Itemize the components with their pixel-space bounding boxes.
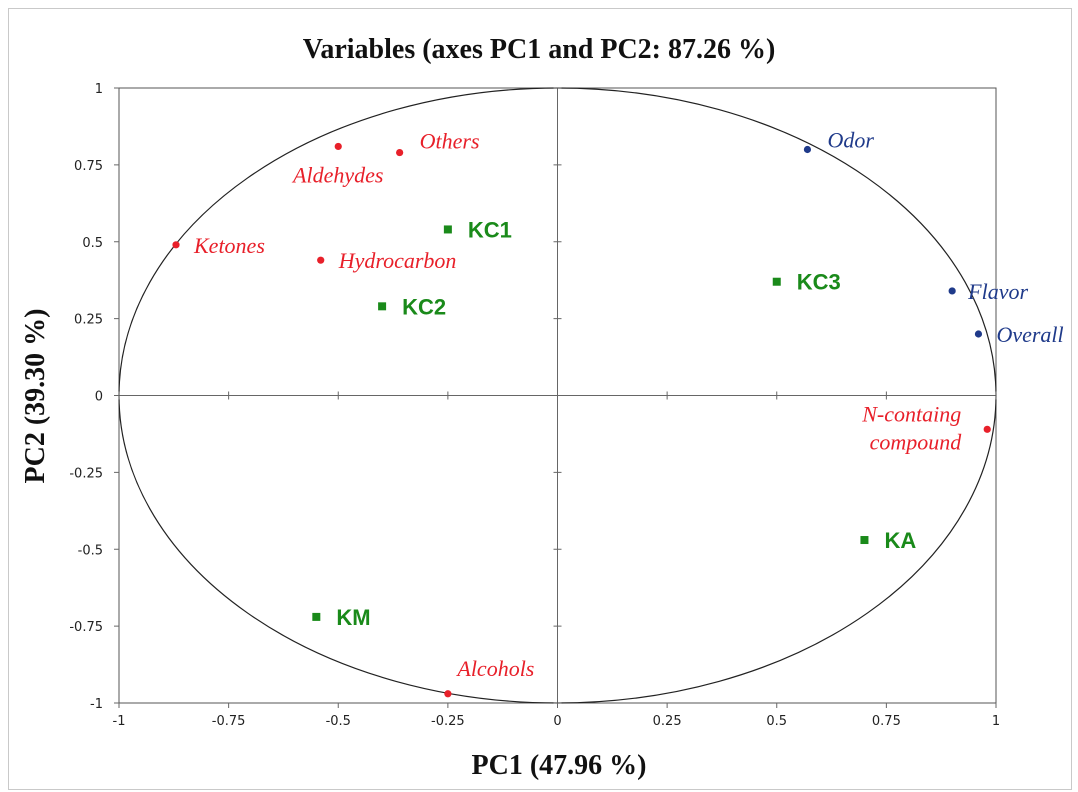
label-kc3: KC3	[797, 270, 841, 295]
label-aldehydes: Aldehydes	[291, 162, 383, 187]
point-overall	[974, 330, 983, 338]
label-ka: KA	[884, 528, 916, 553]
point-hydrocarbon	[317, 256, 325, 264]
y-tick-label: 0	[95, 390, 103, 405]
x-tick-label: 0.75	[872, 714, 901, 729]
point-n-containg-compound	[983, 425, 991, 433]
marks-group: Others Aldehydes Ketones Hydrocarbon N-conta…	[172, 128, 1064, 698]
point-kc2	[378, 302, 387, 311]
point-odor	[803, 145, 812, 154]
point-km	[312, 612, 321, 621]
point-aldehydes	[334, 142, 342, 151]
point-flavor	[948, 287, 956, 295]
x-tick-label: -1	[113, 714, 126, 729]
label-n-containg-compound: N-containg compound	[861, 401, 962, 454]
chart-title: Variables (axes PC1 and PC2: 87.26 %)	[302, 34, 776, 65]
x-tick-label: -0.75	[212, 714, 246, 729]
label-flavor: Flavor	[967, 279, 1028, 304]
label-ketones: Ketones	[193, 233, 265, 258]
y-tick-label: -0.5	[78, 543, 103, 558]
chart-frame	[8, 8, 1072, 790]
y-tick-label: 0.25	[74, 313, 103, 328]
y-tick-label: -1	[90, 697, 103, 712]
y-tick-label: -0.25	[69, 466, 103, 481]
point-kc1	[443, 225, 452, 234]
x-tick-label: 0.25	[653, 714, 682, 729]
y-tick-label: -0.75	[69, 620, 103, 635]
label-overall: Overall	[996, 322, 1063, 347]
point-ka	[860, 536, 869, 545]
point-ketones	[172, 241, 180, 249]
x-tick-label: 1	[992, 714, 1000, 729]
label-odor: Odor	[827, 128, 874, 153]
label-kc1: KC1	[468, 217, 512, 242]
label-kc2: KC2	[402, 294, 446, 319]
point-alcohols	[444, 690, 452, 698]
label-alcohols: Alcohols	[455, 656, 534, 681]
y-tick-label: 0.5	[82, 236, 103, 251]
x-tick-label: -0.25	[431, 714, 465, 729]
y-tick-label: 1	[95, 82, 103, 97]
axes-group: -1 -0.75 -0.5 -0.25 0 0.25 0.5 0.75 1 1 0.75 0.5 0.2…	[69, 82, 1000, 729]
x-tick-label: -0.5	[326, 714, 351, 729]
y-tick-label: 0.75	[74, 159, 103, 174]
point-others	[396, 148, 404, 157]
point-kc3	[772, 277, 781, 286]
x-tick-label: 0	[553, 714, 561, 729]
x-tick-label: 0.5	[766, 714, 787, 729]
label-hydrocarbon: Hydrocarbon	[338, 248, 457, 273]
label-others: Others	[420, 129, 480, 154]
label-km: KM	[336, 605, 370, 630]
x-axis-label: PC1 (47.96 %)	[471, 750, 647, 781]
